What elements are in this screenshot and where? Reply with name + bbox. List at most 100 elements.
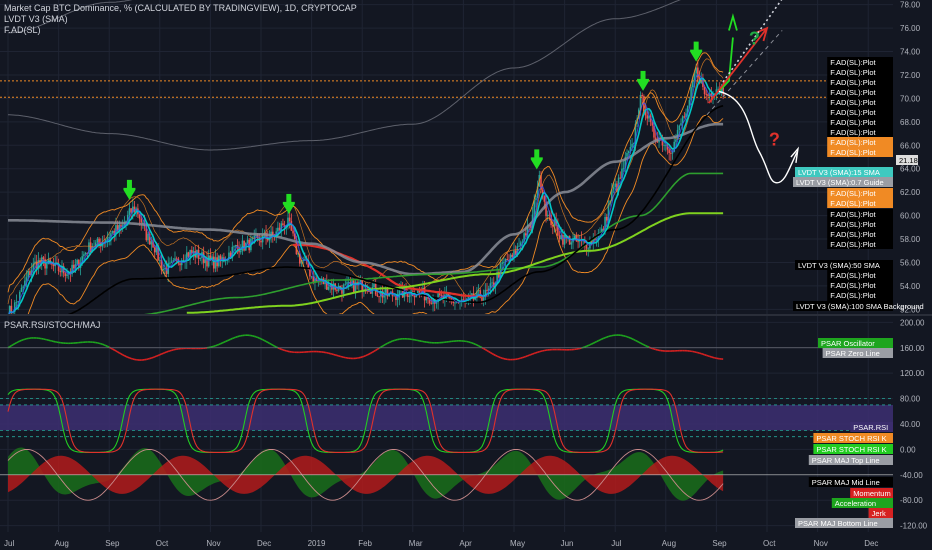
psar-oscillator-line [591, 342, 594, 345]
candle-body [128, 208, 131, 215]
psar-oscillator-line [12, 343, 16, 346]
candle-body [450, 298, 453, 300]
candle-body [59, 271, 62, 273]
down-arrow-marker [126, 179, 132, 189]
psar-oscillator-line [166, 350, 169, 353]
y-tick-label: 68.00 [900, 118, 921, 127]
candle-body [653, 125, 655, 138]
y-tick-label: 66.00 [900, 141, 921, 150]
candle-body [560, 235, 563, 240]
legend-right-label: F.AD(SL):Plot [830, 68, 876, 77]
psar-oscillator-line [702, 353, 705, 356]
psar-oscillator-line [533, 352, 537, 355]
sma-50-line [142, 172, 724, 314]
x-tick-label: Aug [662, 539, 676, 548]
candle-body [627, 150, 630, 154]
legend-right-label-bg [827, 137, 893, 147]
legend-lower-label: PSAR MAJ Top Line [812, 456, 880, 465]
indicator-plot-area [0, 334, 893, 501]
candle-body [91, 246, 94, 252]
candle-body [209, 255, 212, 260]
psar-oscillator-line [164, 351, 167, 354]
psar-oscillator-line [366, 353, 370, 356]
down-arrow-marker [123, 187, 136, 200]
psar-oscillator-line [228, 338, 231, 341]
psar-oscillator-line [586, 344, 589, 347]
candle-body [260, 240, 262, 243]
psar-oscillator-line [167, 350, 171, 353]
legend-lower-label-bg [808, 455, 893, 465]
candle-body [337, 285, 340, 291]
candle-body [648, 115, 650, 119]
psar-oscillator-line [162, 351, 166, 355]
psar-oscillator-line [638, 341, 641, 344]
candle-body [191, 249, 193, 254]
legend-lower-label: PSAR Oscillator [821, 339, 875, 348]
candle-body [499, 263, 502, 278]
candle-body [251, 238, 254, 240]
candle-body [562, 235, 564, 245]
candle-body [665, 144, 667, 146]
candle-body [624, 156, 627, 168]
x-tick-label: Sep [712, 539, 727, 548]
candle-body [523, 233, 525, 242]
candle-body [369, 291, 372, 294]
candle-body [45, 264, 48, 269]
candle-body [78, 259, 80, 269]
y-tick-label-lower: -120.00 [900, 522, 928, 531]
y-tick-label-lower: 0.00 [900, 445, 916, 454]
scenario-red-arrowhead [755, 26, 769, 42]
psar-oscillator-line [707, 355, 710, 358]
psar-oscillator-line [626, 335, 629, 339]
psar-oscillator-line [149, 357, 152, 360]
candle-body [438, 293, 441, 296]
candle-body [20, 287, 23, 292]
psar-oscillator-line [363, 354, 366, 358]
candle-body [211, 256, 213, 260]
legend-right-label: F.AD(SL):Plot [830, 220, 876, 229]
candle-body [445, 293, 448, 295]
candle-body [180, 260, 183, 266]
candle-body [449, 296, 451, 299]
candle-body [587, 248, 590, 250]
candle-body [152, 241, 154, 248]
legend-right-label-bg [827, 219, 893, 229]
legend-lower-label: PSAR MAJ Bottom Line [798, 519, 878, 528]
down-arrow-marker [286, 193, 292, 203]
legend-right-label-bg [827, 270, 893, 280]
candle-body [15, 301, 18, 303]
psar-oscillator-line [218, 343, 221, 346]
y-tick-label: 54.00 [900, 282, 921, 291]
candle-body [521, 241, 524, 243]
candle-body [239, 251, 242, 253]
candle-body [228, 252, 230, 259]
psar-oscillator-line [152, 356, 156, 359]
x-tick-label: Apr [459, 539, 472, 548]
down-arrow-marker [530, 157, 543, 170]
psar-oscillator-line [161, 352, 164, 355]
candle-body [604, 216, 606, 232]
x-tick-label: Nov [206, 539, 220, 548]
candle-body [243, 240, 245, 251]
candle-body [557, 225, 559, 236]
candle-body [199, 257, 202, 259]
candle-body [231, 246, 234, 258]
candle-body [120, 224, 122, 228]
price-tag: 21.18 [899, 156, 918, 165]
legend-lower-label-bg [850, 488, 893, 498]
scenario-red-arrow [708, 27, 768, 104]
down-arrow-marker [534, 149, 540, 159]
candle-body [702, 80, 704, 87]
candle-body [597, 233, 600, 240]
legend-right-label-bg [827, 97, 893, 107]
candle-body [165, 268, 168, 274]
candle-body [111, 230, 114, 234]
candle-body [71, 264, 73, 275]
psar-oscillator-line [594, 340, 598, 344]
candle-body [189, 249, 191, 257]
candle-body [336, 289, 338, 291]
legend-lower-label-bg [868, 508, 893, 518]
candle-body [150, 241, 153, 245]
candle-body [622, 167, 625, 169]
legend-right-label: F.AD(SL):Plot [830, 210, 876, 219]
